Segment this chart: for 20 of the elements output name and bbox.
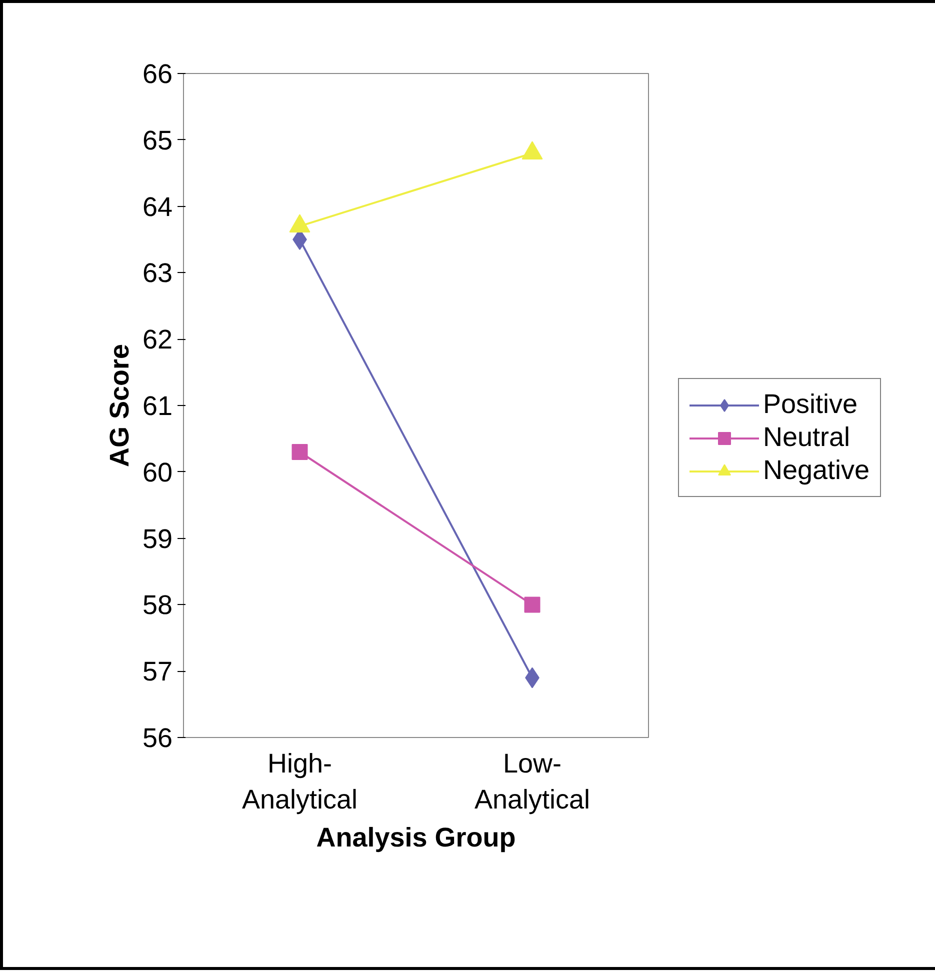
y-tick-label: 57 [142,656,173,687]
y-tick-label: 60 [142,457,173,488]
y-tick-label: 63 [142,258,173,288]
y-tick-label: 58 [142,590,173,620]
x-tick-label: Low- Analytical [474,748,590,814]
y-tick-label: 64 [142,192,173,222]
y-tick-label: 59 [142,524,173,554]
legend-label: Neutral [763,422,850,453]
legend-label: Negative [763,455,870,486]
point [292,444,308,460]
y-tick-label: 56 [142,723,173,753]
y-tick-label: 61 [142,391,173,421]
x-tick-label: High- Analytical [242,748,358,814]
x-axis-title: Analysis Group [316,822,516,852]
point [524,596,540,613]
y-tick-label: 65 [142,125,173,156]
y-axis-title: AG Score [104,344,134,468]
legend-label: Positive [763,389,858,420]
y-tick-label: 66 [142,59,173,89]
y-tick-label: 62 [142,324,173,355]
